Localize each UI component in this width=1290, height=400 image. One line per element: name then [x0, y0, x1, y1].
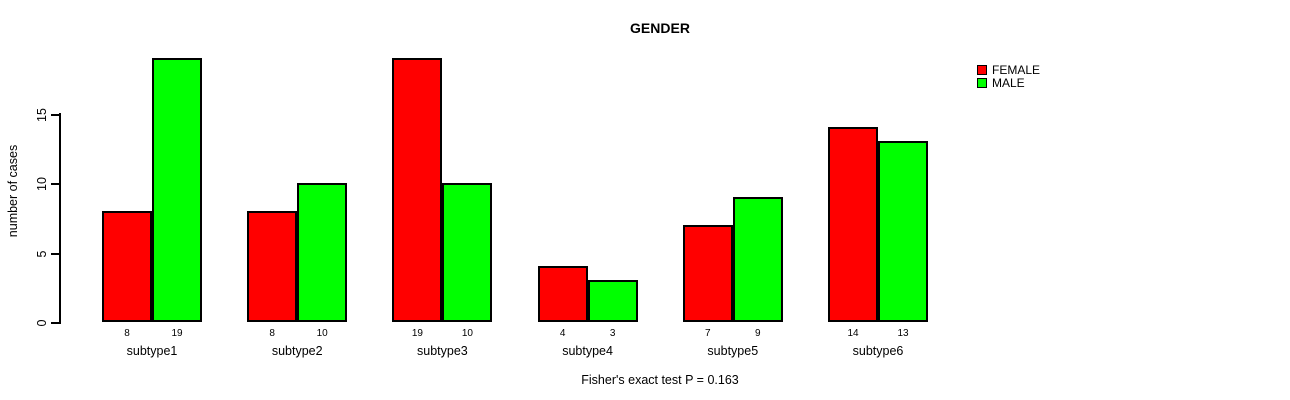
y-axis-line: [59, 113, 61, 324]
bar-subtype6-male: [878, 141, 928, 322]
category-label-subtype3: subtype3: [417, 344, 468, 358]
bar-value-label: 13: [897, 328, 909, 339]
bar-subtype5-female: [682, 224, 733, 322]
legend: FEMALE MALE: [977, 63, 1041, 90]
plot-title: GENDER: [630, 20, 690, 36]
bar-subtype3-male: [442, 183, 493, 322]
legend-label: MALE: [992, 75, 1025, 90]
bar-value-label: 14: [847, 328, 859, 339]
bar-value-label: 8: [269, 328, 275, 339]
y-tick: [51, 113, 59, 116]
legend-label: FEMALE: [992, 63, 1041, 78]
bar-value-label: 4: [559, 328, 566, 339]
category-label-subtype1: subtype1: [126, 344, 178, 358]
legend-swatch-male: [977, 77, 987, 88]
bar-value-label: 7: [705, 328, 711, 339]
category-label-subtype5: subtype5: [707, 344, 759, 358]
legend-swatch-female: [977, 65, 987, 76]
y-tick-label: 0: [35, 319, 49, 327]
bar-subtype4-female: [537, 266, 588, 322]
bar-value-label: 10: [461, 328, 473, 339]
legend-row-male: MALE: [977, 75, 1040, 90]
bar-value-label: 10: [316, 328, 328, 339]
category-label-subtype6: subtype6: [852, 344, 904, 358]
legend-row-female: FEMALE: [977, 63, 1041, 78]
bar-subtype1-female: [102, 210, 152, 322]
y-tick-label: 15: [35, 107, 49, 122]
caption: Fisher's exact test P = 0.163: [581, 373, 739, 387]
bar-value-label: 8: [124, 328, 130, 339]
bar-subtype3-female: [392, 57, 443, 322]
y-tick-label: 5: [35, 250, 49, 257]
bar-subtype2-female: [247, 210, 298, 322]
y-tick: [51, 252, 59, 255]
category-label-subtype4: subtype4: [562, 344, 613, 358]
bar-subtype2-male: [297, 183, 348, 322]
bar-subtype1-male: [152, 57, 202, 322]
y-tick-label: 10: [35, 177, 49, 191]
bar-subtype5-male: [732, 196, 783, 322]
bar-subtype6-female: [828, 127, 878, 322]
bar-value-label: 19: [411, 328, 423, 339]
y-tick: [51, 322, 59, 324]
y-tick: [51, 183, 59, 185]
y-axis-title: number of cases: [6, 144, 20, 238]
bar-value-label: 9: [755, 328, 761, 339]
category-label-subtype2: subtype2: [271, 344, 323, 358]
bar-value-label: 19: [171, 328, 183, 339]
bar-subtype4-male: [587, 280, 638, 322]
bar-value-label: 3: [609, 328, 616, 339]
